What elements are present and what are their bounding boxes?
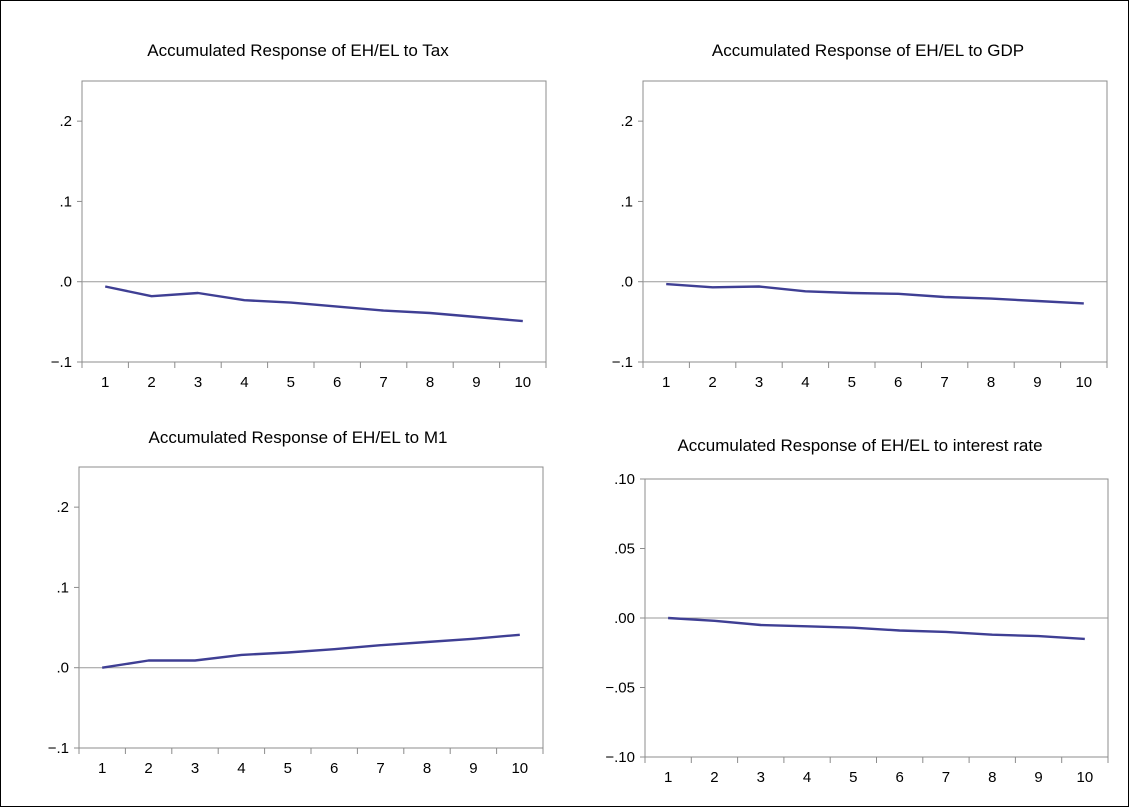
- y-tick-label: −.10: [605, 749, 635, 766]
- x-tick-label: 1: [664, 769, 672, 786]
- y-tick-label: .0: [56, 660, 69, 677]
- y-tick-label: .0: [59, 274, 72, 291]
- chart-title: Accumulated Response of EH/EL to M1: [149, 428, 448, 447]
- series-line: [104, 285, 523, 323]
- x-tick-label: 5: [284, 760, 292, 777]
- x-tick-label: 4: [801, 374, 809, 391]
- x-tick-label: 6: [894, 374, 902, 391]
- y-tick-label: .10: [614, 471, 635, 488]
- y-tick-label: .00: [614, 610, 635, 627]
- x-tick-label: 5: [849, 769, 857, 786]
- x-tick-label: 1: [98, 760, 106, 777]
- x-tick-label: 3: [755, 374, 763, 391]
- x-tick-label: 3: [757, 769, 765, 786]
- y-tick-label: .1: [56, 579, 69, 596]
- plot-frame: [642, 80, 1108, 363]
- x-tick-label: 7: [379, 374, 387, 391]
- x-tick-label: 2: [147, 374, 155, 391]
- x-tick-label: 10: [511, 760, 528, 777]
- x-tick-label: 4: [240, 374, 248, 391]
- y-tick-label: −.05: [605, 680, 635, 697]
- x-tick-label: 2: [710, 769, 718, 786]
- x-tick-label: 7: [940, 374, 948, 391]
- chart-panel-1: Accumulated Response of EH/EL to Tax −.1.…: [51, 41, 547, 391]
- chart-panel-4: Accumulated Response of EH/EL to interes…: [605, 436, 1109, 786]
- x-tick-label: 7: [942, 769, 950, 786]
- chart-panel-3: Accumulated Response of EH/EL to M1 −.1 .0…: [48, 428, 544, 777]
- series-line: [668, 616, 1085, 641]
- chart-panel-2: Accumulated Response of EH/EL to GDP −.1.…: [612, 41, 1108, 391]
- x-tick-label: 2: [708, 374, 716, 391]
- x-tick-label: 1: [662, 374, 670, 391]
- x-tick-label: 3: [194, 374, 202, 391]
- series-line: [666, 282, 1084, 305]
- x-tick-label: 8: [987, 374, 995, 391]
- x-tick-label: 9: [469, 760, 477, 777]
- chart-title: Accumulated Response of EH/EL to interes…: [677, 436, 1042, 455]
- x-tick-label: 5: [848, 374, 856, 391]
- x-tick-label: 4: [803, 769, 811, 786]
- x-tick-label: 8: [423, 760, 431, 777]
- x-tick-label: 3: [191, 760, 199, 777]
- x-tick-label: 10: [514, 374, 531, 391]
- x-tick-label: 6: [333, 374, 341, 391]
- x-tick-label: 5: [287, 374, 295, 391]
- x-tick-label: 7: [376, 760, 384, 777]
- y-tick-label: .05: [614, 541, 635, 558]
- y-tick-label: −.1: [612, 354, 633, 371]
- plot-frame: [78, 466, 544, 749]
- y-tick-label: .0: [620, 274, 633, 291]
- x-tick-label: 8: [426, 374, 434, 391]
- x-tick-label: 4: [237, 760, 245, 777]
- x-tick-label: 10: [1075, 374, 1092, 391]
- y-tick-label: −.1: [48, 740, 69, 757]
- x-tick-label: 9: [472, 374, 480, 391]
- y-tick-label: .2: [59, 113, 72, 130]
- chart-title: Accumulated Response of EH/EL to Tax: [147, 41, 449, 60]
- x-tick-label: 9: [1034, 769, 1042, 786]
- y-tick-label: .1: [59, 193, 72, 210]
- x-tick-label: 9: [1033, 374, 1041, 391]
- x-tick-label: 10: [1077, 769, 1094, 786]
- chart-title: Accumulated Response of EH/EL to GDP: [712, 41, 1024, 60]
- y-tick-label: −.1: [51, 354, 72, 371]
- plot-frame: [81, 80, 547, 363]
- series-line: [102, 633, 520, 669]
- y-tick-label: .2: [56, 499, 69, 516]
- x-tick-label: 2: [144, 760, 152, 777]
- x-tick-label: 6: [895, 769, 903, 786]
- y-tick-label: .1: [620, 193, 633, 210]
- x-tick-label: 6: [330, 760, 338, 777]
- x-tick-label: 1: [101, 374, 109, 391]
- y-tick-label: .2: [620, 113, 633, 130]
- x-tick-label: 8: [988, 769, 996, 786]
